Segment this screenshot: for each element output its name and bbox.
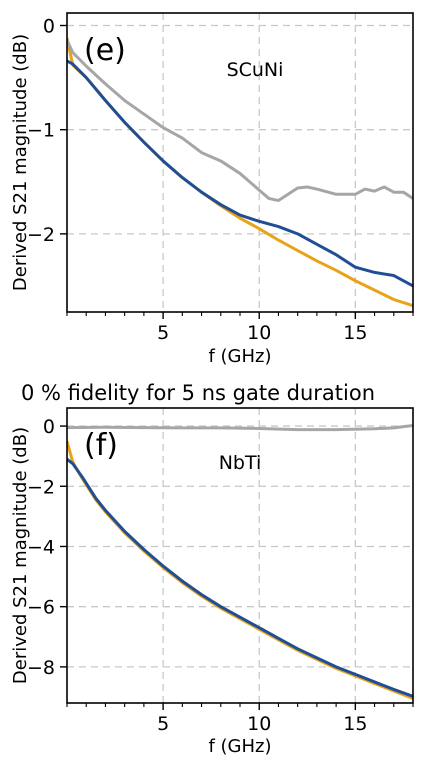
panel-label: (f) bbox=[84, 428, 118, 463]
x-tick-label: 15 bbox=[343, 322, 367, 344]
y-axis-label: Derived S21 magnitude (dB) bbox=[10, 34, 31, 291]
panel-label: (e) bbox=[84, 33, 126, 68]
x-tick-label: 15 bbox=[343, 713, 367, 735]
series-line-1 bbox=[67, 457, 413, 698]
y-tick-label: −1 bbox=[27, 120, 55, 142]
x-tick-label: 10 bbox=[247, 713, 271, 735]
y-tick-label: −8 bbox=[27, 657, 55, 679]
material-label: SCuNi bbox=[227, 59, 284, 81]
y-tick-label: 0 bbox=[43, 16, 55, 38]
y-axis-label: Derived S21 magnitude (dB) bbox=[10, 427, 31, 684]
series-line-2 bbox=[67, 39, 413, 203]
y-tick-label: −4 bbox=[27, 536, 55, 558]
panel-f: 5 10 15 0 −2 −4 −6 −8 f (GHz) Derived S21 magnitu… bbox=[10, 407, 414, 757]
y-tick-label: −2 bbox=[27, 476, 55, 498]
x-tick-label: 5 bbox=[157, 322, 169, 344]
series-line-1 bbox=[67, 59, 413, 288]
series-line-0 bbox=[67, 440, 413, 700]
y-tick-label: 0 bbox=[43, 416, 55, 438]
x-tick-label: 5 bbox=[157, 713, 169, 735]
x-axis-label: f (GHz) bbox=[208, 346, 271, 367]
panel-e: 5 10 15 0 −1 −2 f (GHz) Derived S21 magnitude (… bbox=[10, 12, 414, 367]
y-tick-label: −6 bbox=[27, 597, 55, 619]
material-label: NbTi bbox=[219, 452, 262, 474]
series-line-2 bbox=[67, 423, 413, 432]
middle-title: 0 % fidelity for 5 ns gate duration bbox=[21, 381, 375, 405]
x-axis-label: f (GHz) bbox=[208, 736, 271, 757]
y-tick-label: −2 bbox=[27, 224, 55, 246]
x-tick-label: 10 bbox=[247, 322, 271, 344]
